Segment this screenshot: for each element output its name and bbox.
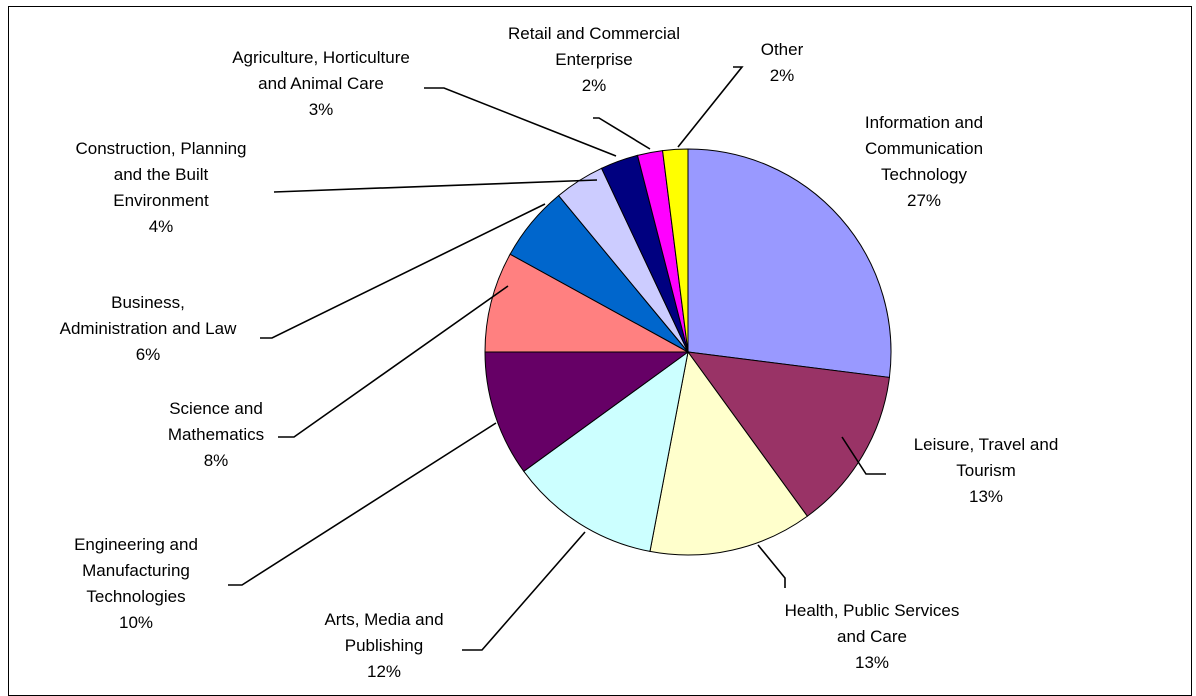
pie-slice-3 — [523, 350, 689, 552]
slice-label-0: Information and Communication Technology 27… — [865, 113, 983, 210]
leader-lines — [228, 66, 886, 651]
slice-label-10: Other 2% — [761, 40, 804, 85]
pie-slices — [484, 148, 892, 556]
slice-label-7: Construction, Planning and the Built Envir… — [75, 139, 246, 236]
pie-slice-10 — [662, 148, 689, 353]
leader-line-4 — [228, 422, 497, 586]
slice-label-3: Arts, Media and Publishing 12% — [324, 610, 443, 681]
leader-line-2 — [757, 544, 786, 588]
pie-slice-4 — [484, 351, 690, 473]
leader-line-3 — [462, 531, 586, 651]
slice-label-9: Retail and Commercial Enterprise 2% — [508, 24, 680, 95]
pie-slice-2 — [649, 350, 809, 556]
leader-line-8 — [424, 87, 617, 157]
pie-slice-0 — [687, 148, 892, 378]
slice-label-2: Health, Public Services and Care 13% — [785, 601, 960, 672]
slice-label-6: Business, Administration and Law 6% — [60, 293, 237, 364]
slice-label-1: Leisure, Travel and Tourism 13% — [914, 435, 1059, 506]
leader-line-7 — [273, 179, 598, 193]
pie-slice-1 — [686, 351, 890, 517]
slice-label-4: Engineering and Manufacturing Technologies… — [74, 535, 198, 632]
leader-line-6 — [260, 203, 546, 339]
leader-line-1 — [841, 436, 886, 475]
slice-label-8: Agriculture, Horticulture and Animal Care… — [232, 48, 410, 119]
leader-line-5 — [278, 285, 509, 438]
leader-line-9 — [593, 117, 651, 150]
pie-slice-5 — [484, 253, 689, 353]
slice-labels: Information and Communication Technology 27… — [60, 24, 1059, 681]
leader-line-10 — [677, 66, 744, 148]
slice-label-5: Science and Mathematics 8% — [168, 399, 264, 470]
